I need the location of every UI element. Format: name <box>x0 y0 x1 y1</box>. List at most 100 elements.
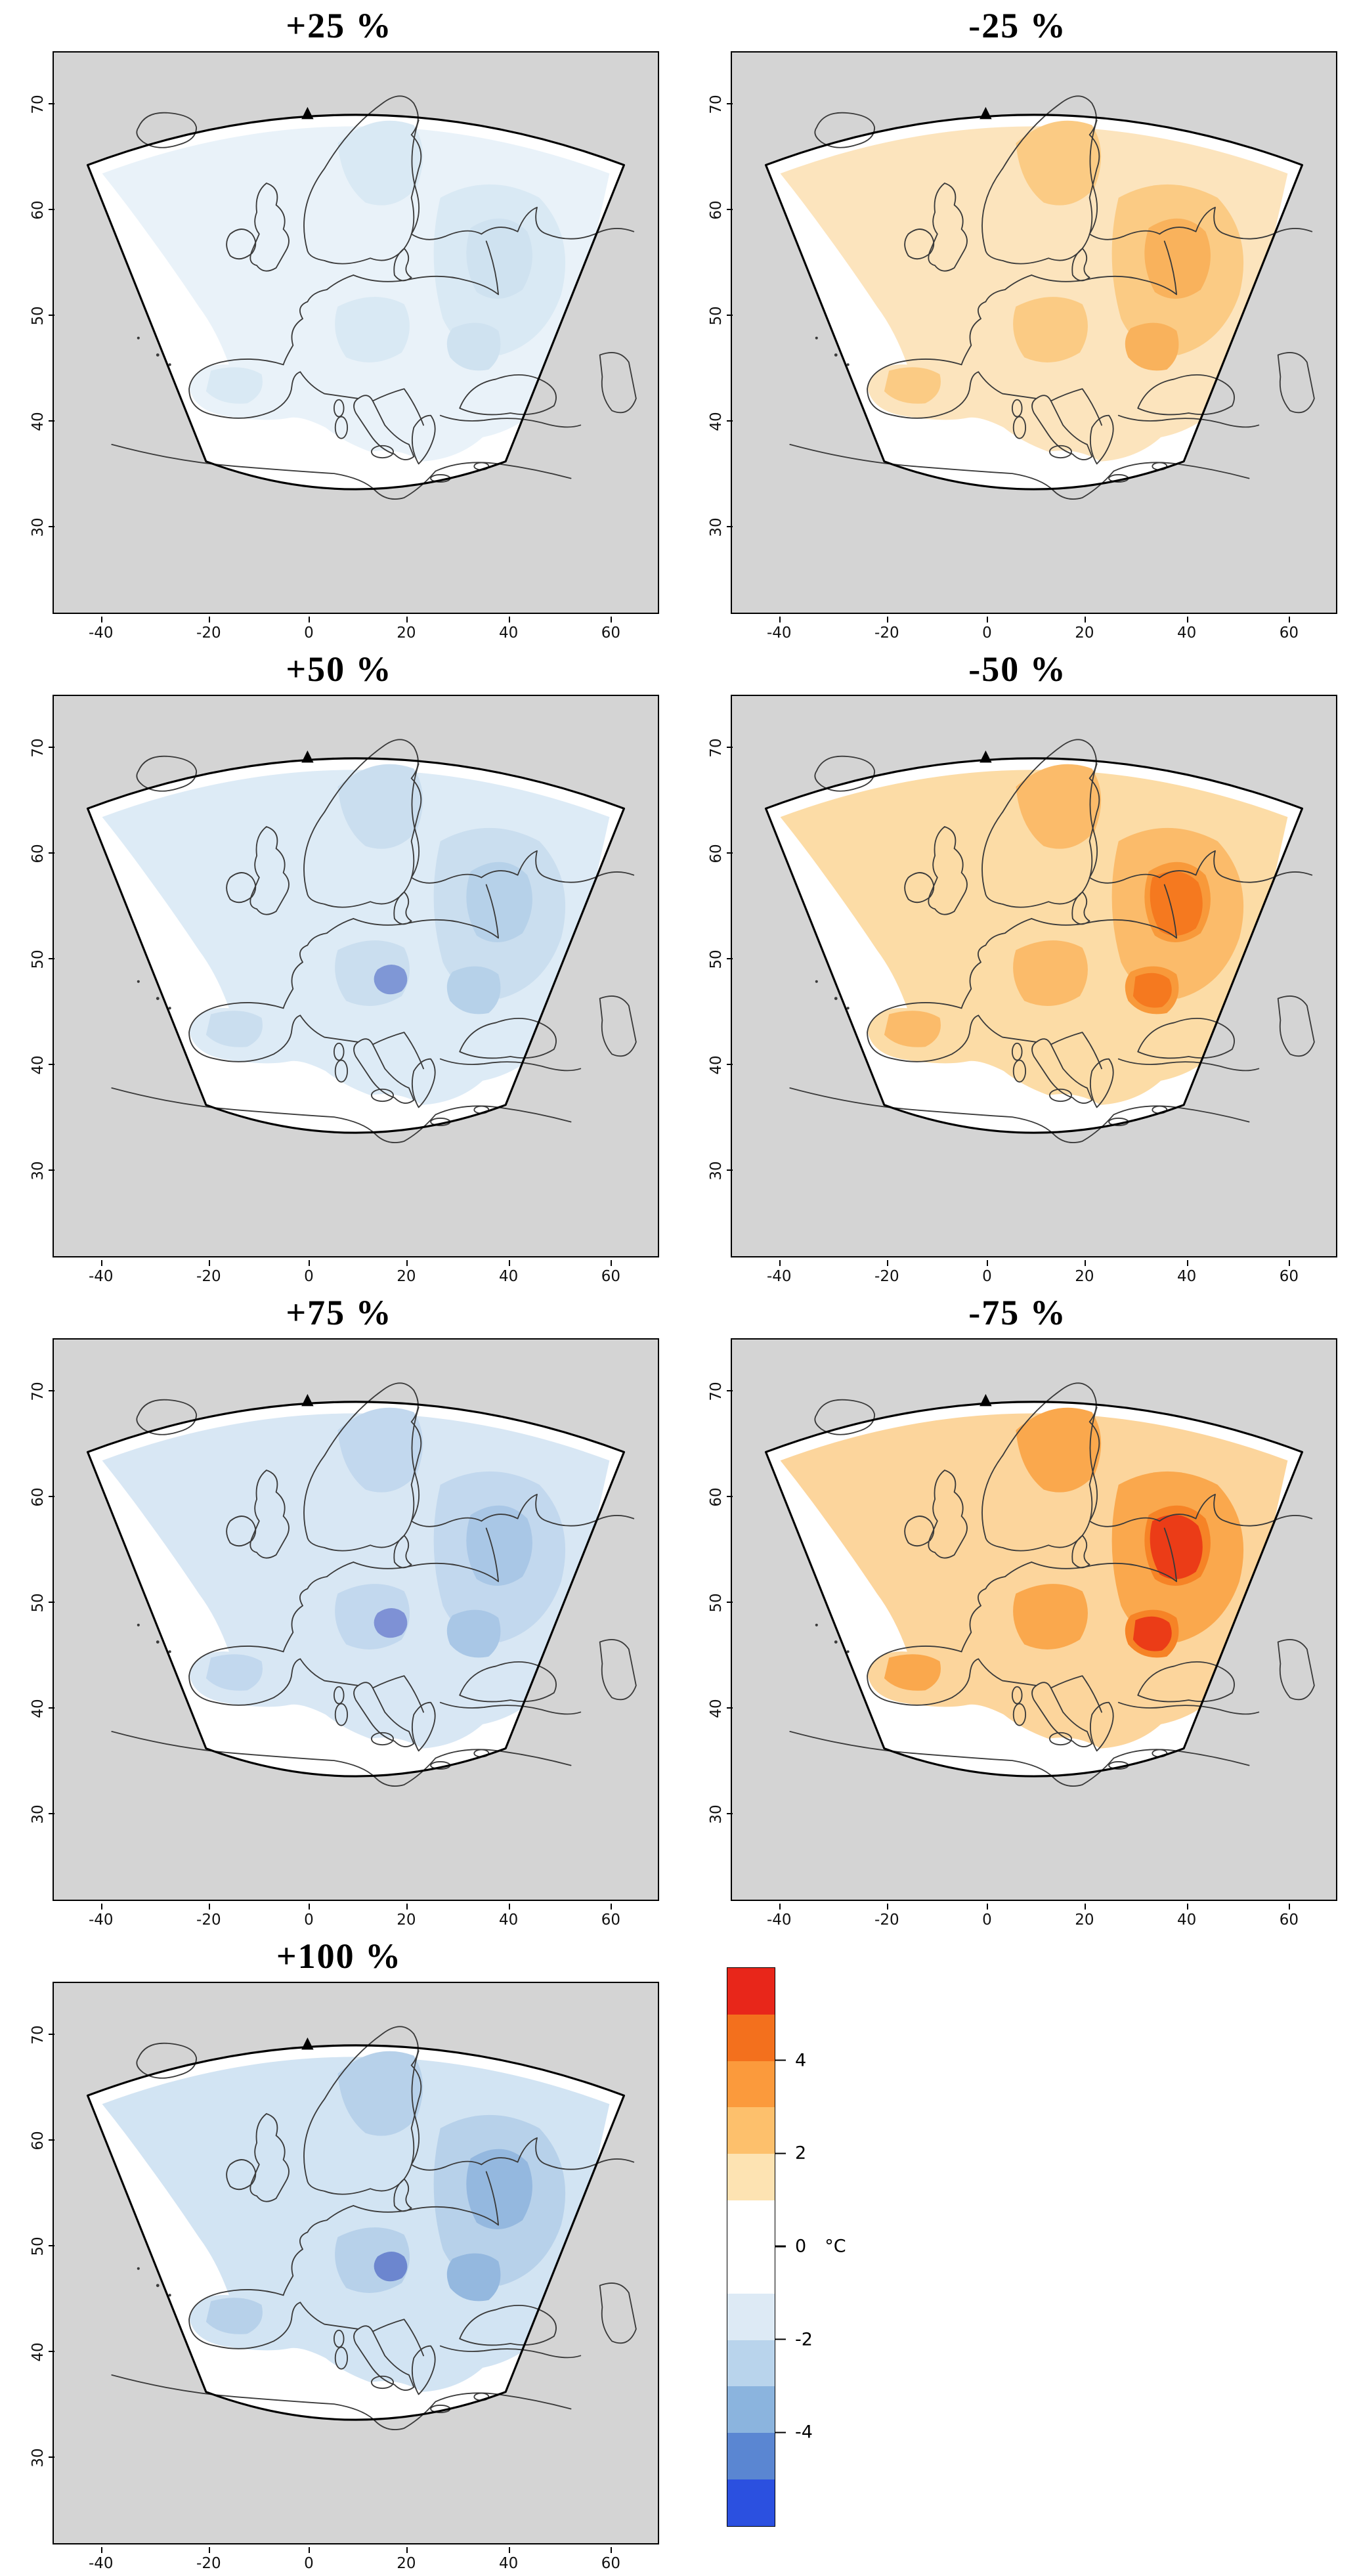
tick-label: 60 <box>601 2547 620 2572</box>
tick-label: 40 <box>708 1694 725 1723</box>
y-axis: 30 40 50 60 70 <box>24 51 53 614</box>
panel-title: -50 % <box>968 649 1067 689</box>
tick-label: -20 <box>874 617 899 642</box>
tick-label: 2 <box>795 2143 807 2164</box>
tick-label: -40 <box>767 617 792 642</box>
x-axis: -40 -20 0 20 40 60 <box>53 614 657 642</box>
tick-label: 50 <box>30 301 47 330</box>
tick-label: 40 <box>1177 1260 1196 1285</box>
y-axis: 30 40 50 60 70 <box>24 1982 53 2544</box>
colorbar-segment <box>727 2479 775 2526</box>
tick-label: 40 <box>499 617 518 642</box>
tick-label: -40 <box>89 2547 114 2572</box>
panel-title: +75 % <box>286 1293 393 1332</box>
europe-map <box>54 53 658 613</box>
legend-tick-minus2: -2 <box>775 2329 813 2349</box>
map-plot <box>53 1982 659 2544</box>
legend-tick-4: 4 <box>775 2050 806 2070</box>
tick-mark <box>775 2338 786 2340</box>
tick-label: 60 <box>601 1260 620 1285</box>
panel-title: -75 % <box>968 1293 1067 1332</box>
tick-label: 60 <box>601 617 620 642</box>
europe-map <box>732 696 1336 1256</box>
unit-label: °C <box>825 2236 846 2257</box>
tick-label: 60 <box>30 839 47 868</box>
tick-label: 40 <box>499 2547 518 2572</box>
y-axis: 30 40 50 60 70 <box>702 51 731 614</box>
tick-label: 70 <box>30 2020 47 2049</box>
tick-label: 30 <box>708 513 725 542</box>
tick-label: 60 <box>1280 1260 1299 1285</box>
tick-label: 0 <box>795 2236 807 2257</box>
tick-label: 20 <box>397 617 416 642</box>
x-axis: -40 -20 0 20 40 60 <box>53 1257 657 1285</box>
tick-label: 40 <box>1177 1904 1196 1929</box>
tick-label: 30 <box>30 2443 47 2472</box>
y-axis: 30 40 50 60 70 <box>24 695 53 1257</box>
tick-label: 50 <box>30 945 47 974</box>
colorbar-segment <box>727 2386 775 2434</box>
panel-plus100: +100 % 30 40 50 60 70 -40 -20 0 20 40 60 <box>0 1931 678 2574</box>
tick-label: 30 <box>30 1156 47 1185</box>
legend-tick-minus4: -4 <box>775 2422 813 2443</box>
panel-minus50: -50 % 30 40 50 60 70 -40 -20 0 20 40 60 <box>678 644 1357 1287</box>
legend-tick-2: 2 <box>775 2143 806 2164</box>
colorbar <box>727 1967 775 2527</box>
panel-title: +50 % <box>286 649 393 689</box>
colorbar-segment <box>727 2200 775 2294</box>
tick-label: 40 <box>30 1694 47 1723</box>
map-plot <box>731 51 1337 614</box>
tick-label: -20 <box>196 1260 221 1285</box>
panel-minus75: -75 % 30 40 50 60 70 -40 -20 0 20 40 60 <box>678 1287 1357 1931</box>
tick-mark <box>775 2245 786 2248</box>
colorbar-segment <box>727 2293 775 2340</box>
europe-map <box>54 696 658 1256</box>
panel-plus25: +25 % 30 40 50 60 70 -40 -20 0 20 40 60 <box>0 0 678 644</box>
tick-label: 70 <box>708 1377 725 1406</box>
x-axis: -40 -20 0 20 40 60 <box>731 1257 1335 1285</box>
tick-label: 60 <box>1280 617 1299 642</box>
tick-label: 0 <box>304 1904 314 1929</box>
tick-label: 20 <box>397 1904 416 1929</box>
tick-label: 40 <box>30 2338 47 2367</box>
y-axis: 30 40 50 60 70 <box>24 1338 53 1901</box>
tick-label: 50 <box>30 2232 47 2261</box>
tick-label: 30 <box>708 1156 725 1185</box>
legend-panel: 4 2 0 °C -2 -4 <box>678 1931 1357 2574</box>
tick-label: 70 <box>708 733 725 762</box>
tick-label: 0 <box>304 617 314 642</box>
tick-label: 50 <box>30 1588 47 1617</box>
tick-label: 40 <box>30 407 47 436</box>
panel-plus50: +50 % 30 40 50 60 70 -40 -20 0 20 40 60 <box>0 644 678 1287</box>
tick-label: 60 <box>1280 1904 1299 1929</box>
tick-label: 60 <box>30 196 47 225</box>
tick-label: 40 <box>708 1051 725 1080</box>
tick-label: 60 <box>708 196 725 225</box>
colorbar-segment <box>727 2433 775 2480</box>
tick-label: 50 <box>708 1588 725 1617</box>
y-axis: 30 40 50 60 70 <box>702 695 731 1257</box>
colorbar-legend: 4 2 0 °C -2 -4 <box>727 1967 924 2527</box>
europe-map <box>54 1983 658 2543</box>
europe-map <box>732 53 1336 613</box>
tick-mark <box>775 2059 786 2061</box>
legend-tick-0: 0 °C <box>775 2237 846 2257</box>
tick-label: -40 <box>89 1260 114 1285</box>
colorbar-segment <box>727 2061 775 2108</box>
tick-label: 60 <box>601 1904 620 1929</box>
colorbar-segment <box>727 2340 775 2387</box>
tick-label: 30 <box>708 1800 725 1829</box>
colorbar-segment <box>727 2154 775 2201</box>
tick-label: 30 <box>30 1800 47 1829</box>
tick-label: 70 <box>30 733 47 762</box>
tick-label: 20 <box>1075 1904 1094 1929</box>
panel-plus75: +75 % 30 40 50 60 70 -40 -20 0 20 40 60 <box>0 1287 678 1931</box>
tick-label: 60 <box>30 1483 47 1512</box>
tick-label: 0 <box>982 1904 992 1929</box>
tick-label: 30 <box>30 513 47 542</box>
tick-label: 40 <box>708 407 725 436</box>
tick-label: -2 <box>795 2329 813 2350</box>
map-plot <box>731 695 1337 1257</box>
tick-label: 60 <box>30 2126 47 2155</box>
